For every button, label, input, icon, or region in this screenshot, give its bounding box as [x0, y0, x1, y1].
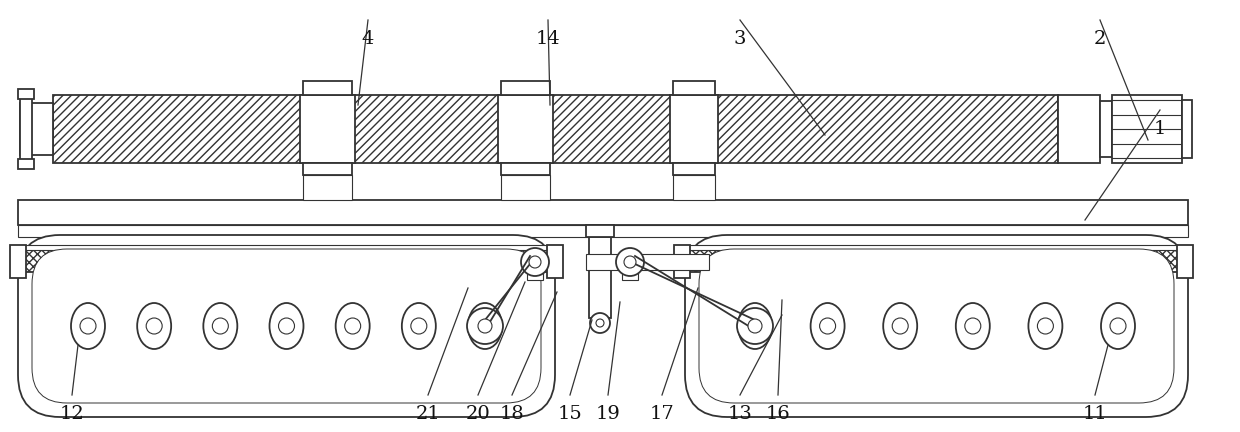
Bar — [20, 95, 32, 163]
Text: 16: 16 — [765, 405, 790, 423]
Text: 3: 3 — [734, 30, 746, 48]
Bar — [587, 225, 614, 237]
Text: 11: 11 — [1083, 405, 1107, 423]
Bar — [622, 262, 639, 280]
Bar — [300, 95, 355, 163]
Circle shape — [477, 318, 494, 334]
Circle shape — [279, 318, 295, 334]
Bar — [670, 95, 718, 163]
Ellipse shape — [1028, 303, 1063, 349]
Ellipse shape — [336, 303, 370, 349]
Bar — [1058, 95, 1100, 163]
Circle shape — [477, 319, 492, 333]
Circle shape — [965, 318, 981, 334]
Circle shape — [624, 256, 636, 268]
Bar — [501, 175, 551, 200]
Ellipse shape — [402, 303, 435, 349]
Ellipse shape — [1101, 303, 1135, 349]
Text: 1: 1 — [1153, 120, 1166, 138]
Text: 4: 4 — [362, 30, 374, 48]
Bar — [673, 163, 715, 175]
Bar — [19, 245, 556, 250]
Text: 21: 21 — [415, 405, 440, 423]
Circle shape — [616, 248, 644, 276]
Circle shape — [1038, 318, 1054, 334]
Text: 17: 17 — [650, 405, 675, 423]
Bar — [10, 245, 26, 278]
Text: 13: 13 — [728, 405, 753, 423]
Text: 15: 15 — [558, 405, 583, 423]
Bar — [498, 95, 553, 163]
Bar — [673, 81, 715, 95]
Bar — [684, 245, 1188, 250]
Circle shape — [146, 318, 162, 334]
Text: 14: 14 — [536, 30, 560, 48]
Bar — [19, 250, 556, 272]
Circle shape — [746, 318, 763, 334]
Ellipse shape — [738, 303, 773, 349]
Circle shape — [748, 319, 763, 333]
Text: 18: 18 — [500, 405, 525, 423]
Bar — [303, 175, 352, 200]
Ellipse shape — [883, 303, 918, 349]
Bar — [19, 200, 1188, 225]
Bar — [20, 103, 53, 155]
Bar — [303, 81, 352, 95]
FancyBboxPatch shape — [19, 235, 556, 417]
Circle shape — [81, 318, 95, 334]
Circle shape — [345, 318, 361, 334]
Ellipse shape — [467, 303, 502, 349]
Bar — [1112, 95, 1182, 163]
Ellipse shape — [203, 303, 237, 349]
Circle shape — [820, 318, 836, 334]
Circle shape — [212, 318, 228, 334]
FancyBboxPatch shape — [699, 249, 1174, 403]
Text: 19: 19 — [595, 405, 620, 423]
Circle shape — [529, 256, 541, 268]
Ellipse shape — [269, 303, 304, 349]
Bar — [673, 175, 715, 200]
Bar — [1182, 100, 1192, 158]
Text: 2: 2 — [1094, 30, 1106, 48]
Circle shape — [737, 308, 773, 344]
Text: 20: 20 — [466, 405, 490, 423]
Bar — [1100, 101, 1112, 157]
Circle shape — [467, 308, 503, 344]
Circle shape — [521, 248, 549, 276]
Circle shape — [1110, 318, 1126, 334]
Bar — [303, 163, 352, 175]
Circle shape — [590, 313, 610, 333]
Bar — [19, 89, 33, 99]
Bar — [19, 225, 1188, 237]
Bar — [1177, 245, 1193, 278]
Ellipse shape — [138, 303, 171, 349]
FancyBboxPatch shape — [32, 249, 541, 403]
Ellipse shape — [71, 303, 105, 349]
Bar — [589, 237, 611, 318]
Bar — [684, 250, 1188, 272]
FancyBboxPatch shape — [684, 235, 1188, 417]
Bar — [527, 262, 543, 280]
Ellipse shape — [811, 303, 844, 349]
Bar — [675, 245, 689, 278]
Bar — [19, 159, 33, 169]
Bar — [501, 163, 551, 175]
Bar — [587, 254, 709, 270]
Circle shape — [596, 319, 604, 327]
Text: 12: 12 — [60, 405, 84, 423]
Ellipse shape — [956, 303, 990, 349]
Bar — [53, 95, 1058, 163]
Circle shape — [893, 318, 908, 334]
Bar — [501, 81, 551, 95]
Bar — [547, 245, 563, 278]
Circle shape — [410, 318, 427, 334]
